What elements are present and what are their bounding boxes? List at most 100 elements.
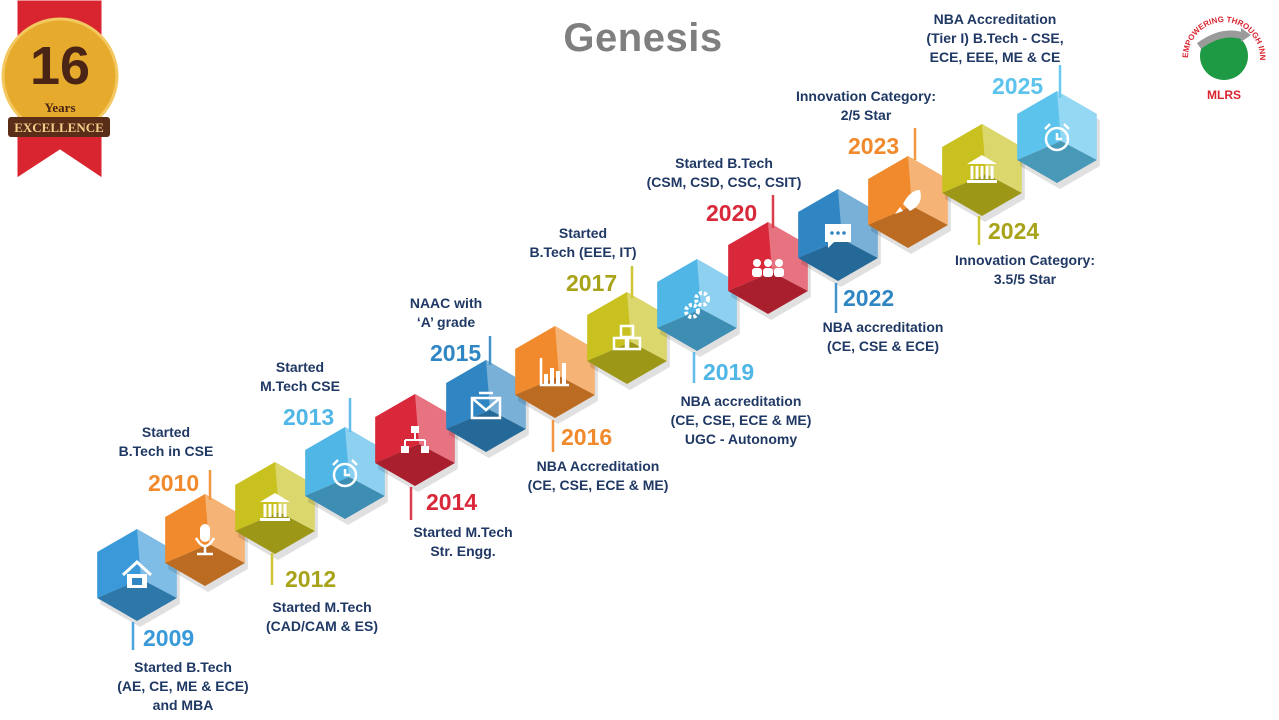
milestone-year: 2009	[143, 625, 195, 651]
hex-face-bottom	[1017, 141, 1097, 183]
badge-number: 16	[30, 36, 90, 96]
hex-face-bottom	[657, 309, 737, 351]
milestone-year: 2016	[561, 424, 613, 450]
milestone-year: 2025	[992, 73, 1044, 99]
milestone-year: 2014	[426, 489, 478, 515]
hex-face-top	[205, 494, 245, 563]
milestone-description: Started B.Tech (CSM, CSD, CSC, CSIT)	[647, 154, 802, 192]
description-line: ‘A’ grade	[416, 314, 476, 330]
description-line: NBA Accreditation	[933, 11, 1057, 27]
hex-face-bottom	[97, 579, 177, 621]
description-line: (CE, CSE, ECE & ME)	[670, 412, 812, 428]
description-line: Started	[558, 225, 608, 241]
microphone-icon	[194, 524, 216, 556]
boxes-icon	[612, 324, 642, 351]
house-briefcase-icon	[121, 559, 153, 588]
hex-face-bottom	[798, 239, 878, 281]
milestone-year: 2022	[843, 285, 895, 311]
description-line: (AE, CE, ME & ECE)	[117, 678, 249, 694]
alarm-clock-icon	[1044, 123, 1070, 152]
description-line: B.Tech in CSE	[118, 443, 214, 459]
description-line: (CSM, CSD, CSC, CSIT)	[646, 174, 802, 190]
milestone-hexagon-2010	[165, 494, 248, 592]
mlrs-logo: EMPOWERING THROUGH INNOVATIONS MLRS	[1172, 2, 1267, 102]
milestone-description: Started M.Tech Str. Engg.	[413, 523, 512, 561]
description-line: UGC - Autonomy	[684, 431, 798, 447]
description-line: ECE, EEE, ME & CE	[929, 49, 1061, 65]
milestone-year: 2020	[706, 200, 758, 226]
milestone-year: 2024	[988, 218, 1040, 244]
description-line: Started M.Tech	[413, 524, 513, 540]
description-line: NBA accreditation	[822, 319, 944, 335]
hex-face-bottom	[375, 444, 455, 486]
bar-chart-icon	[539, 358, 569, 387]
description-line: Innovation Category:	[954, 252, 1096, 268]
description-line: 2/5 Star	[840, 107, 892, 123]
milestone-description: NBA accreditation (CE, CSE & ECE)	[823, 318, 944, 356]
envelope-icon	[470, 391, 502, 420]
milestone-description: Started B.Tech in CSE	[119, 423, 214, 461]
milestone-description: Started M.Tech CSE	[260, 358, 340, 396]
gears-icon	[684, 291, 710, 319]
bank-icon	[260, 493, 290, 521]
milestone-year: 2010	[148, 470, 200, 496]
description-line: and MBA	[152, 697, 214, 713]
hex-face-bottom	[728, 272, 808, 314]
milestone-hexagon-2022	[798, 189, 881, 287]
hex-face-bottom	[446, 410, 526, 452]
milestone-year: 2015	[430, 340, 482, 366]
hex-face-bottom	[587, 342, 667, 384]
rocket-icon	[895, 190, 921, 214]
hex-face-bottom	[868, 206, 948, 248]
milestone-description: Innovation Category: 3.5/5 Star	[955, 251, 1095, 289]
milestone-hexagon-2020	[728, 222, 811, 320]
description-line: NAAC with	[409, 295, 483, 311]
description-line: NBA accreditation	[680, 393, 802, 409]
milestone-year: 2023	[848, 133, 900, 159]
milestone-year: 2019	[703, 359, 755, 385]
description-line: (Tier I) B.Tech - CSE,	[926, 30, 1064, 46]
people-icon	[752, 259, 784, 277]
milestone-description: Started B.Tech (EEE, IT)	[529, 224, 636, 262]
milestone-year: 2013	[283, 404, 335, 430]
hex-face-bottom	[942, 174, 1022, 216]
hex-face-bottom	[235, 512, 315, 554]
milestone-description: Started M.Tech (CAD/CAM & ES)	[266, 598, 378, 636]
description-line: (CE, CSE & ECE)	[826, 338, 939, 354]
milestone-description: Innovation Category: 2/5 Star	[796, 87, 936, 125]
description-line: Started M.Tech	[272, 599, 372, 615]
hex-face-bottom	[515, 376, 595, 418]
milestone-description: NBA Accreditation (Tier I) B.Tech - CSE, E…	[926, 10, 1063, 67]
description-line: 3.5/5 Star	[993, 271, 1057, 287]
page-title: Genesis	[563, 16, 723, 60]
description-line: Started B.Tech	[134, 659, 232, 675]
description-line: NBA Accreditation	[536, 458, 660, 474]
milestone-description: NBA Accreditation (CE, CSE, ECE & ME)	[528, 457, 669, 495]
milestone-description: NBA accreditation (CE, CSE, ECE & ME) UGC …	[671, 392, 812, 449]
milestone-description: Started B.Tech (AE, CE, ME & ECE) and MBA	[117, 658, 248, 715]
hex-face-bottom	[165, 544, 245, 586]
logo-name: MLRS	[1207, 88, 1241, 102]
milestone-hexagon-2023	[868, 156, 951, 254]
bank-icon	[967, 155, 997, 183]
milestone-year: 2017	[566, 270, 618, 296]
milestone-hexagon-2025	[1017, 91, 1100, 189]
description-line: M.Tech CSE	[260, 378, 340, 394]
description-line: Started	[141, 424, 191, 440]
alarm-clock-icon	[332, 459, 358, 488]
flowchart-icon	[401, 426, 429, 453]
milestone-hexagon-2024	[942, 124, 1025, 222]
description-line: (CE, CSE, ECE & ME)	[527, 477, 669, 493]
chat-bubble-icon	[825, 224, 851, 248]
badge-years: Years	[44, 100, 75, 115]
milestone-hexagon-2013	[305, 427, 388, 525]
description-line: Str. Engg.	[430, 543, 496, 559]
excellence-badge: 16 Years EXCELLENCE	[1, 0, 119, 179]
description-line: Started B.Tech	[675, 155, 773, 171]
milestone-description: NAAC with ‘A’ grade	[410, 294, 482, 332]
milestone-hexagon-2009	[97, 529, 180, 627]
hex-face-bottom	[305, 477, 385, 519]
badge-excellence: EXCELLENCE	[14, 120, 104, 135]
milestone-hexagon-2016	[515, 326, 598, 424]
